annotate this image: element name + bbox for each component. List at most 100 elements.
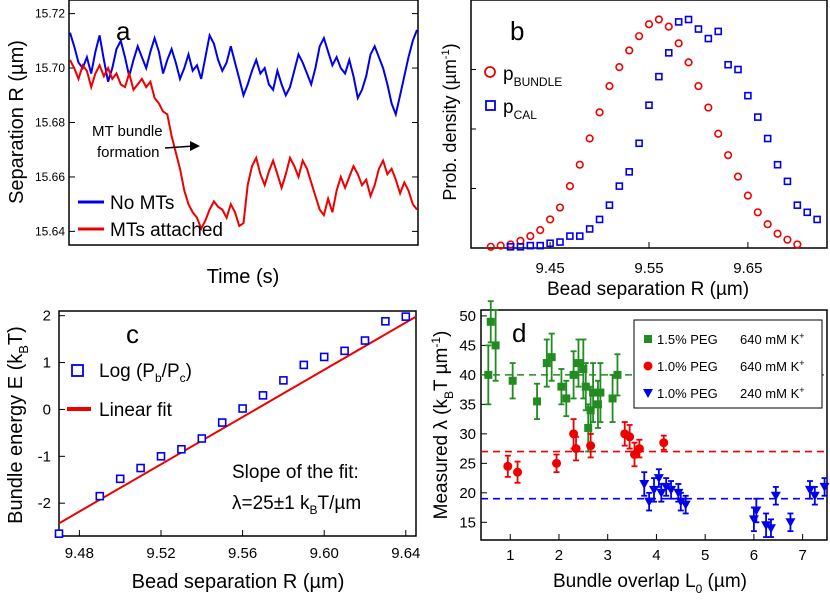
panel-d-xtick-label: 4 bbox=[652, 547, 660, 564]
panel-b-point-cal bbox=[536, 241, 545, 250]
panel-c-fit-line bbox=[58, 315, 417, 525]
panel-d-legend-box bbox=[633, 319, 823, 409]
panel-b-point-cal bbox=[645, 101, 653, 109]
panel-d-point-2 bbox=[625, 432, 635, 442]
panel-a-ytick-label: 15.72 bbox=[35, 7, 65, 21]
panel-d-point-3 bbox=[675, 497, 686, 507]
panel-d-point-3 bbox=[639, 479, 650, 489]
panel-c-ylabel: Bundle energy E (kBT) bbox=[5, 326, 31, 524]
panel-b-point-bundle bbox=[793, 240, 802, 249]
panel-c-frame bbox=[58, 310, 417, 537]
panel-d-point-3 bbox=[770, 491, 781, 501]
panel-d-point-1 bbox=[484, 370, 493, 379]
panel-a-ytick-label: 15.66 bbox=[35, 170, 65, 184]
panel-d-frame bbox=[480, 309, 828, 541]
panel-d-point-1 bbox=[569, 370, 578, 379]
panel-a-annotation-line1: MT bundle bbox=[92, 123, 163, 140]
panel-b-point-cal bbox=[526, 241, 535, 250]
panel-d-legend-2-peg: 1.0% PEG bbox=[657, 359, 718, 374]
panel-b-point-bundle bbox=[763, 220, 772, 229]
panel-c-xtick-label: 9.56 bbox=[228, 545, 257, 562]
panel-b-xtick-label: 9.55 bbox=[634, 260, 663, 277]
panel-d-point-3 bbox=[680, 500, 691, 510]
panel-b-point-bundle bbox=[684, 58, 693, 67]
panel-b-point-cal bbox=[664, 49, 673, 57]
panel-c-point bbox=[177, 444, 186, 454]
panel-d-point-1 bbox=[584, 423, 593, 432]
panel-b-point-bundle bbox=[783, 235, 792, 244]
panel-a-annotation-line2: formation bbox=[97, 144, 160, 161]
panel-c-point bbox=[238, 404, 247, 413]
panel-d-xtick-label: 1 bbox=[506, 547, 514, 564]
panel-c-point bbox=[360, 336, 370, 345]
panel-c-point bbox=[279, 376, 288, 385]
panel-b-letter: b bbox=[510, 16, 524, 46]
panel-d-point-1 bbox=[533, 397, 542, 406]
panel-b-point-cal bbox=[694, 25, 703, 33]
panel-a-annotation-arrowhead bbox=[190, 141, 200, 151]
panel-b-point-cal bbox=[704, 34, 713, 43]
panel-b-point-cal bbox=[516, 243, 525, 251]
panel-c-point bbox=[156, 452, 166, 461]
panel-d-point-1 bbox=[562, 394, 571, 403]
panel-d-legend-marker-3 bbox=[643, 389, 653, 398]
panel-d-point-3 bbox=[661, 482, 672, 492]
panel-d-point-2 bbox=[571, 444, 581, 454]
panel-c-point bbox=[115, 474, 125, 484]
panel-b-point-bundle bbox=[546, 215, 555, 224]
panel-c-legend-log: Log (Pb/Pc) bbox=[99, 361, 192, 385]
panel-c-ytick-label: 0 bbox=[43, 401, 51, 418]
panel-d-ytick-label: 25 bbox=[459, 455, 476, 472]
panel-b-point-bundle bbox=[704, 103, 713, 112]
panel-d-point-1 bbox=[613, 370, 622, 379]
panel-c-point bbox=[136, 463, 145, 473]
panel-b-point-cal bbox=[575, 232, 584, 240]
panel-b-point-bundle bbox=[615, 63, 624, 72]
panel-b-point-cal bbox=[566, 232, 574, 240]
panel-b-point-bundle bbox=[526, 232, 535, 241]
panel-d-point-1 bbox=[486, 317, 495, 326]
panel-b-point-bundle bbox=[733, 172, 743, 181]
panel-b-point-bundle bbox=[536, 226, 545, 235]
panel-d-point-3 bbox=[751, 506, 762, 516]
panel-a-annotation-arrow bbox=[164, 145, 195, 149]
panel-c: 9.48 9.52 9.56 9.60 9.64 -2 -1 0 1 2 c Log (Pb/Pc… bbox=[5, 308, 420, 593]
panel-d-point-2 bbox=[634, 444, 644, 454]
panel-d-point-3 bbox=[644, 497, 655, 507]
panel-b-point-cal bbox=[724, 60, 732, 69]
panel-d-point-1 bbox=[581, 382, 590, 391]
panel-c-point bbox=[401, 312, 411, 321]
panel-b-point-cal bbox=[793, 201, 802, 209]
panel-b-point-cal bbox=[506, 243, 515, 251]
panel-b-point-bundle bbox=[625, 46, 634, 55]
panel-d-point-1 bbox=[491, 341, 500, 350]
panel-b-point-bundle bbox=[585, 134, 594, 143]
panel-b-point-bundle bbox=[595, 108, 604, 117]
panel-d-point-3 bbox=[819, 482, 830, 492]
panel-d-ytick-label: 15 bbox=[459, 514, 476, 531]
panel-d-point-3 bbox=[765, 524, 776, 534]
panel-d-point-3 bbox=[809, 491, 820, 501]
panel-b-point-cal bbox=[635, 139, 643, 148]
panel-b-point-bundle bbox=[654, 15, 663, 24]
panel-a-ytick-label: 15.70 bbox=[35, 61, 65, 75]
panel-b-xtick-label: 9.45 bbox=[536, 260, 565, 277]
panel-c-ytick-label: -1 bbox=[38, 448, 51, 465]
panel-d-point-1 bbox=[542, 359, 551, 368]
panel-b-point-bundle bbox=[496, 241, 505, 250]
panel-b-point-bundle bbox=[743, 191, 752, 200]
panel-d-legend-1-peg: 1.5% PEG bbox=[657, 332, 718, 347]
panel-d-ytick-label: 40 bbox=[459, 367, 476, 384]
panel-d-point-3 bbox=[785, 518, 796, 528]
panel-b-point-cal bbox=[763, 134, 772, 143]
panel-b-point-cal bbox=[684, 15, 693, 24]
panel-c-point bbox=[258, 391, 268, 400]
panel-b-point-cal bbox=[546, 239, 554, 248]
panel-c-ytick-label: 2 bbox=[43, 308, 51, 325]
panel-b-point-cal bbox=[744, 91, 752, 100]
panel-b-point-bundle bbox=[486, 242, 495, 251]
panel-d-point-1 bbox=[589, 388, 598, 397]
panel-d-point-1 bbox=[508, 376, 517, 385]
panel-c-point bbox=[319, 352, 329, 362]
panel-c-note-line1: Slope of the fit: bbox=[232, 462, 359, 483]
